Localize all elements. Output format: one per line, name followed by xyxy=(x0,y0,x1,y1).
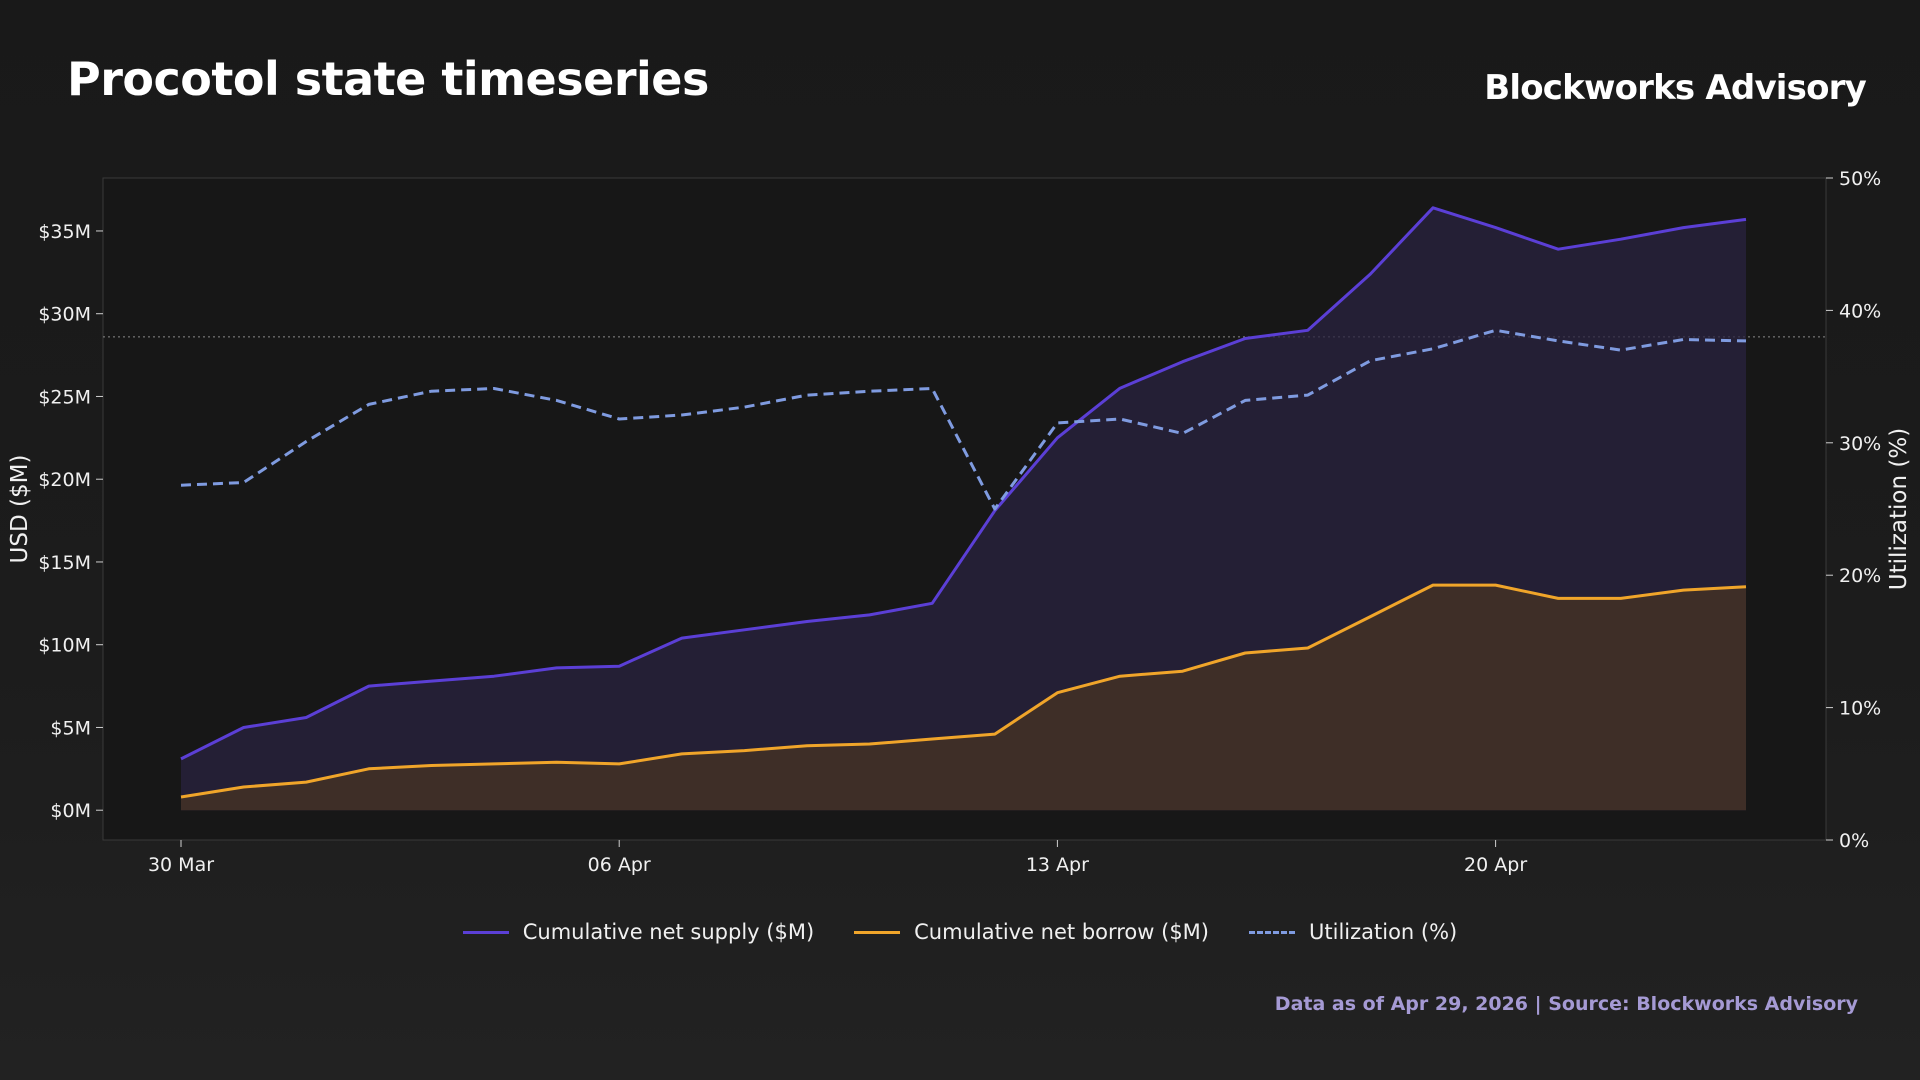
y-right-axis-title: Utilization (%) xyxy=(1886,428,1912,590)
y-right-tick-label: 0% xyxy=(1839,830,1869,852)
chart-legend: Cumulative net supply ($M) Cumulative ne… xyxy=(0,920,1920,944)
legend-item-borrow[interactable]: Cumulative net borrow ($M) xyxy=(854,920,1209,944)
legend-swatch-utilization xyxy=(1249,930,1295,934)
borrow-area xyxy=(181,585,1746,811)
y-left-tick-label: $20M xyxy=(38,469,91,491)
y-left-tick-label: $15M xyxy=(38,552,91,574)
borrow-line xyxy=(180,583,1747,799)
source-note: Data as of Apr 29, 2026 | Source: Blockw… xyxy=(1274,993,1858,1015)
x-tick-label: 06 Apr xyxy=(588,854,651,876)
y-left-tick-label: $35M xyxy=(38,221,91,243)
x-tick-label: 30 Mar xyxy=(148,854,214,876)
supply-line xyxy=(180,206,1747,761)
y-right-tick-label: 10% xyxy=(1839,698,1881,720)
utilization-line xyxy=(180,328,1747,511)
y-left-axis-title: USD ($M) xyxy=(7,455,33,564)
y-right-tick-label: 40% xyxy=(1839,300,1881,322)
legend-item-supply[interactable]: Cumulative net supply ($M) xyxy=(462,920,815,944)
legend-label-borrow: Cumulative net borrow ($M) xyxy=(914,920,1209,944)
y-left-tick-label: $0M xyxy=(50,800,91,822)
legend-swatch-supply xyxy=(462,930,509,934)
y-right-tick-label: 20% xyxy=(1839,565,1881,587)
y-left-tick-label: $10M xyxy=(38,635,91,657)
legend-label-utilization: Utilization (%) xyxy=(1309,920,1458,944)
y-left-tick-label: $25M xyxy=(38,386,91,408)
x-tick-label: 20 Apr xyxy=(1464,854,1527,876)
y-right-tick-label: 30% xyxy=(1839,433,1881,455)
y-left-tick-label: $30M xyxy=(38,304,91,326)
page-title: Procotol state timeseries xyxy=(67,52,709,106)
legend-label-supply: Cumulative net supply ($M) xyxy=(522,920,815,944)
x-tick-label: 13 Apr xyxy=(1026,854,1089,876)
legend-swatch-borrow xyxy=(854,930,901,934)
y-right-tick-label: 50% xyxy=(1839,168,1881,190)
y-left-tick-label: $5M xyxy=(50,717,91,739)
brand-logo-text: Blockworks Advisory xyxy=(1484,68,1867,108)
legend-item-utilization[interactable]: Utilization (%) xyxy=(1249,920,1457,944)
